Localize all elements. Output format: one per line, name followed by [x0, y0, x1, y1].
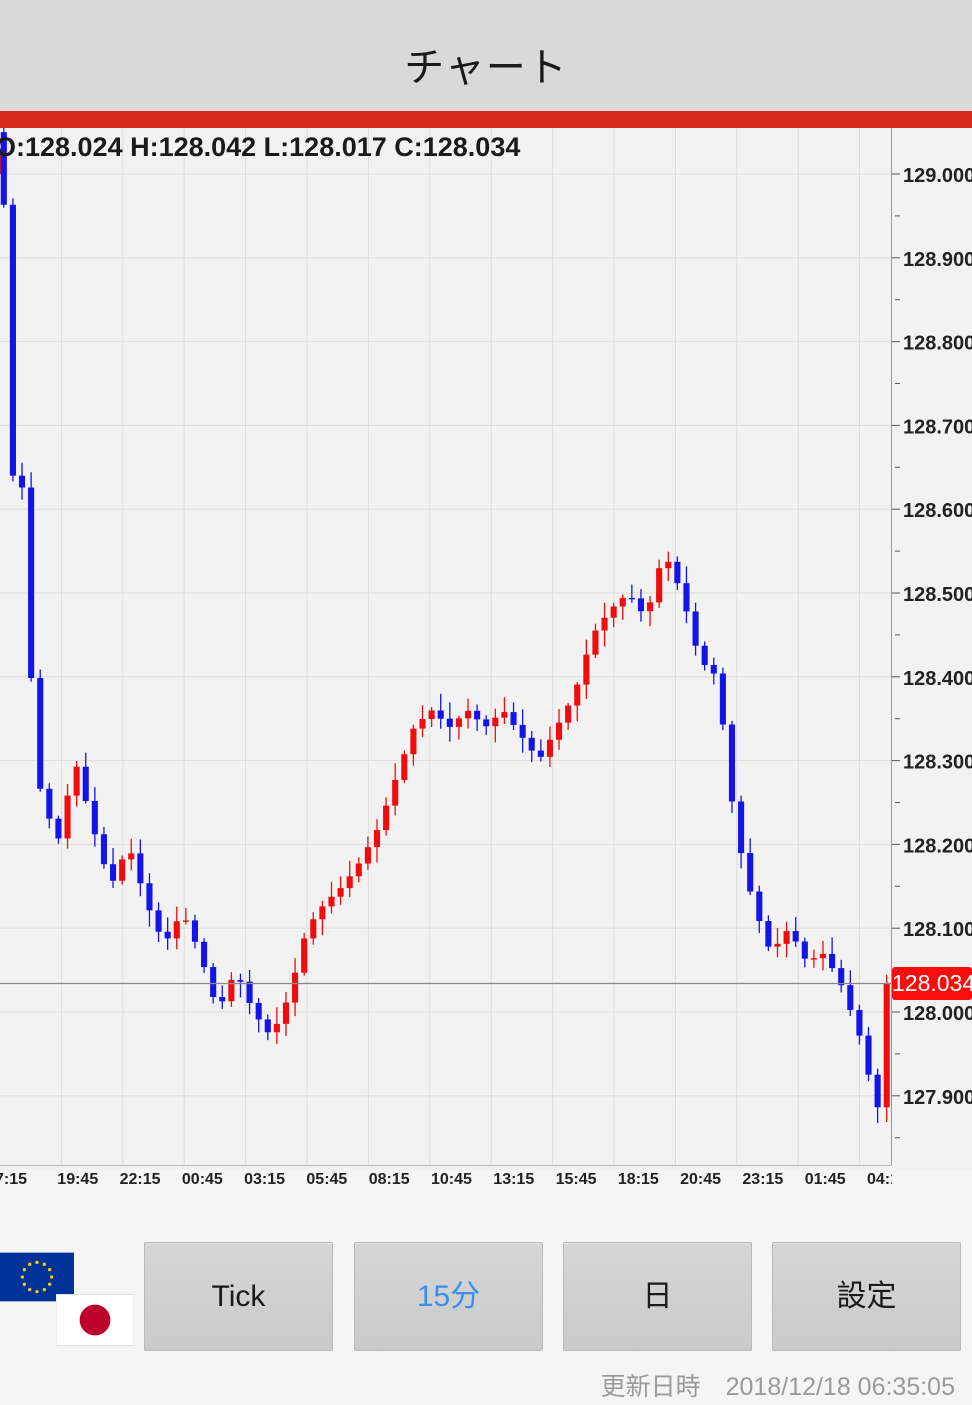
svg-text:128.700: 128.700 — [903, 416, 972, 438]
svg-text:128.600: 128.600 — [903, 500, 972, 522]
svg-text:129.000: 129.000 — [903, 165, 972, 187]
svg-text:127.900: 127.900 — [903, 1087, 972, 1109]
svg-text:128.500: 128.500 — [903, 584, 972, 606]
svg-text:128.400: 128.400 — [903, 668, 972, 690]
svg-text:128.300: 128.300 — [903, 752, 972, 774]
svg-text:128.100: 128.100 — [903, 919, 972, 941]
svg-text:128.200: 128.200 — [903, 835, 972, 857]
svg-text:128.900: 128.900 — [903, 249, 972, 271]
svg-text:128.000: 128.000 — [903, 1003, 972, 1025]
svg-text:128.800: 128.800 — [903, 333, 972, 355]
